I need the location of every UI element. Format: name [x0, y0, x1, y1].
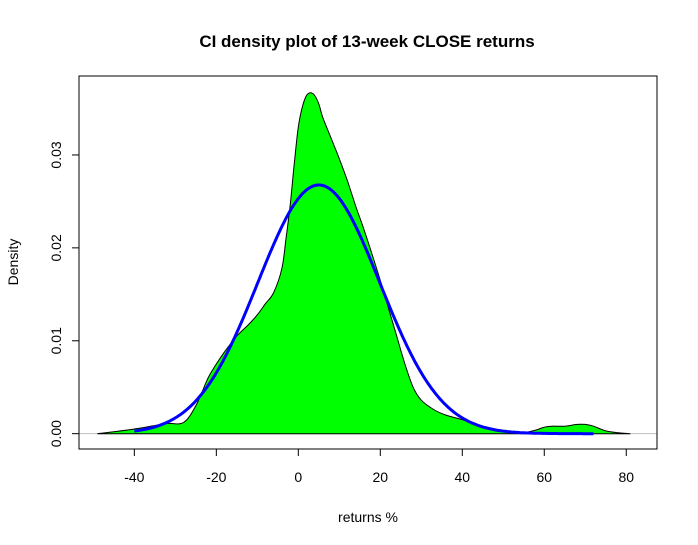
x-tick-label: 20 [373, 469, 389, 485]
y-axis: 0.00 0.01 0.02 0.03 [48, 141, 80, 447]
x-tick-label: 40 [454, 469, 470, 485]
x-tick-label: 60 [536, 469, 552, 485]
y-tick-label: 0.00 [48, 420, 64, 447]
density-area [97, 92, 631, 435]
y-tick-label: 0.03 [48, 141, 64, 168]
x-axis: -40 -20 0 20 40 60 80 [124, 448, 634, 485]
y-tick-label: 0.02 [48, 234, 64, 261]
plot-area [79, 92, 657, 436]
x-tick-label: -40 [124, 469, 144, 485]
x-tick-label: 80 [618, 469, 634, 485]
x-axis-label: returns % [338, 509, 398, 525]
y-tick-label: 0.01 [48, 327, 64, 354]
x-tick-label: 0 [294, 469, 302, 485]
x-tick-label: -20 [206, 469, 226, 485]
normal-curve-line [134, 183, 594, 436]
chart-title: CI density plot of 13-week CLOSE returns [199, 32, 534, 51]
y-axis-label: Density [5, 239, 21, 286]
